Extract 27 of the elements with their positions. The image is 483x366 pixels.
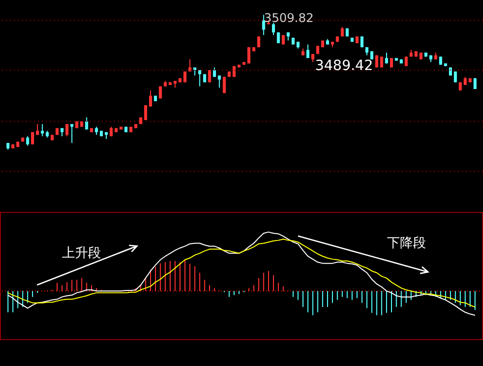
candlestick [247, 46, 250, 64]
candlestick [375, 54, 378, 68]
candlestick [144, 104, 148, 121]
annotation: 下降段 [387, 236, 426, 251]
candlestick [212, 66, 216, 78]
candlestick [262, 14, 266, 36]
candlestick [70, 124, 74, 144]
candlestick [306, 44, 310, 58]
annotation: 上升段 [62, 246, 101, 261]
candlestick [188, 58, 192, 72]
candlestick [36, 124, 39, 136]
candlestick [218, 75, 221, 88]
candlestick [158, 86, 162, 99]
candlestick [380, 56, 384, 68]
candlestick [31, 132, 34, 145]
candlestick [208, 70, 212, 83]
candlestick [272, 22, 275, 36]
candlestick [385, 52, 388, 64]
candlestick [40, 124, 44, 137]
candlestick [340, 26, 344, 37]
annotation: 3509.82 [264, 11, 314, 25]
annotation: 3489.42 [315, 58, 373, 74]
candlestick [85, 116, 88, 130]
candlestick [149, 90, 152, 108]
candlestick [65, 124, 68, 137]
candlestick [26, 136, 30, 146]
candlestick [198, 70, 202, 87]
